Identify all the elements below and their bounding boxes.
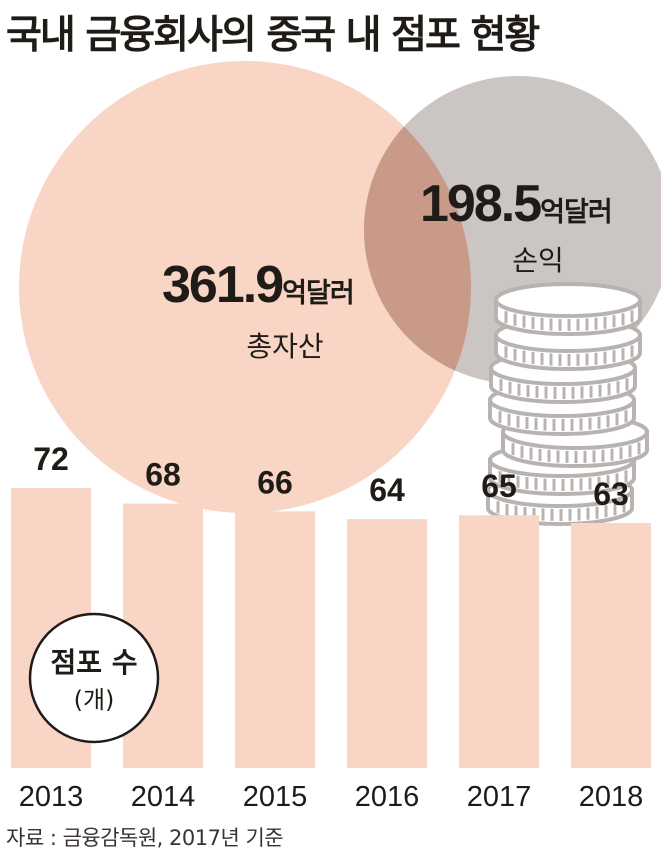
bar-value-label-2015: 66 [257, 464, 293, 500]
bar-2016 [347, 519, 427, 768]
bar-value-label-2017: 65 [481, 468, 517, 504]
bar-2018 [571, 523, 651, 768]
bar-value-label-2016: 64 [369, 472, 405, 508]
profit-value: 198.5억달러 [420, 175, 612, 233]
coin-stack-icon [486, 282, 649, 526]
legend-title: 점포 수 [50, 646, 137, 679]
profit-unit: 억달러 [540, 197, 612, 228]
total-assets-label: 총자산 [246, 330, 323, 363]
profit-label: 손익 [512, 244, 564, 277]
x-axis-tick-labels: 2013 2014 2015 2016 2017 2018 [19, 781, 644, 813]
chart-title: 국내 금융회사의 중국 내 점포 현황 [6, 13, 540, 58]
x-tick-2016: 2016 [355, 781, 420, 813]
x-tick-2018: 2018 [579, 781, 644, 813]
bar-value-label-2018: 63 [593, 476, 629, 512]
total-assets-value: 361.9억달러 [162, 256, 354, 314]
bar-2015 [235, 511, 315, 768]
coin-icon [494, 282, 642, 336]
legend-unit: (개) [74, 686, 115, 714]
x-tick-2015: 2015 [243, 781, 308, 813]
bar-value-label-2014: 68 [145, 457, 181, 493]
x-tick-2014: 2014 [131, 781, 196, 813]
bar-value-labels: 72 68 66 64 65 63 [33, 441, 629, 512]
x-tick-2017: 2017 [467, 781, 532, 813]
total-assets-unit: 억달러 [282, 278, 354, 309]
x-tick-2013: 2013 [19, 781, 84, 813]
bar-value-label-2013: 72 [33, 441, 69, 477]
legend-circle [28, 612, 160, 744]
total-assets-circle [19, 61, 471, 513]
legend-badge: 점포 수 (개) [28, 612, 160, 744]
bar-2017 [459, 515, 539, 768]
source-note: 자료 : 금융감독원, 2017년 기준 [6, 826, 284, 850]
total-assets-number: 361.9 [162, 256, 282, 314]
profit-number: 198.5 [420, 175, 541, 233]
